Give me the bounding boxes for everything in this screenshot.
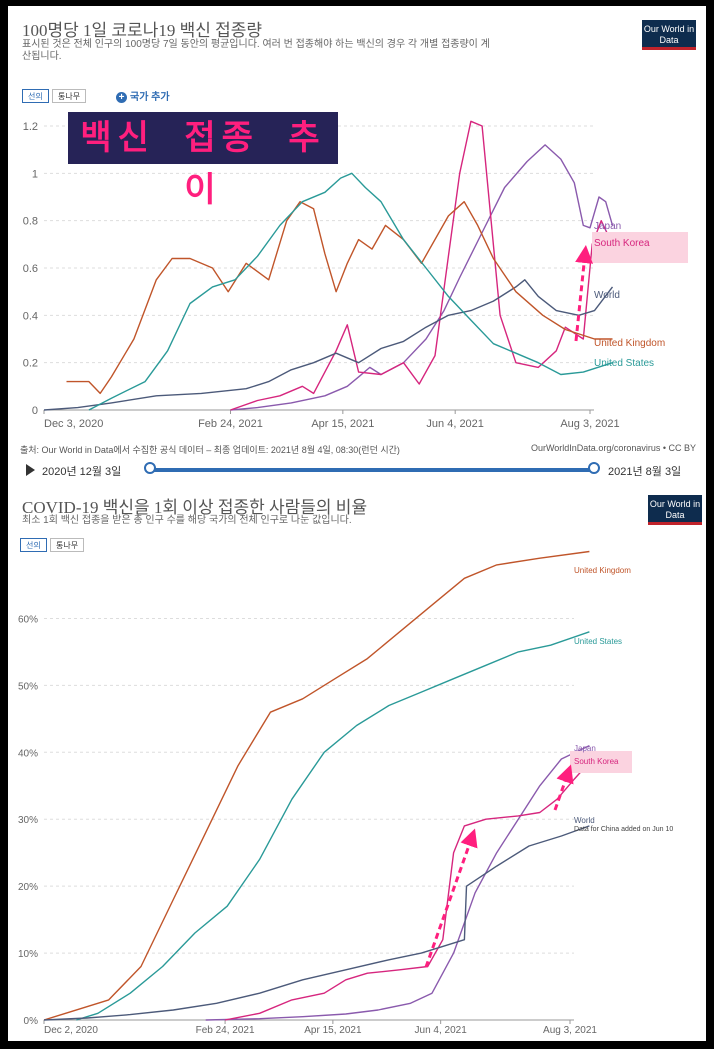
slider-end-label: 2021년 8월 3일 — [608, 466, 682, 478]
y-tick-label: 0.6 — [23, 263, 38, 275]
plus-icon: + — [116, 92, 127, 103]
y-tick-label: 0% — [24, 1016, 39, 1027]
highlight-south-korea — [592, 232, 688, 263]
series-line-japan — [230, 144, 614, 411]
series-line-south-korea — [230, 120, 611, 411]
legend-south-korea: South Korea — [574, 757, 619, 766]
log-scale-button[interactable]: 통나무 — [52, 89, 87, 103]
y-tick-label: 30% — [18, 815, 38, 826]
source-note: 출처: Our World in Data에서 수집한 공식 데이터 – 최종 … — [20, 445, 400, 455]
legend-united-kingdom: United Kingdom — [594, 338, 665, 349]
chart1-subtitle: 표시된 것은 전체 인구의 100명당 7일 동안의 평균입니다. 여러 번 접… — [22, 39, 490, 62]
daily-doses-panel: 100명당 1일 코로나19 백신 접종량 표시된 것은 전체 인구의 100명… — [8, 6, 706, 485]
world-note: Data for China added on Jun 10 — [574, 826, 673, 833]
y-tick-label: 1.2 — [23, 121, 38, 133]
series-line-united-kingdom — [43, 550, 590, 1021]
trend-banner: 백신 접종 추이 — [68, 112, 338, 209]
legend-world: World — [594, 290, 620, 301]
chart1-title: 100명당 1일 코로나19 백신 접종량 — [22, 21, 263, 40]
legend-united-states: United States — [574, 637, 622, 646]
series-line-united-states — [76, 631, 590, 1021]
owid-logo-2[interactable]: Our World in Data — [648, 495, 702, 525]
x-tick-label: Jun 4, 2021 — [415, 1025, 468, 1036]
legend-world: World — [574, 816, 595, 825]
owid-logo[interactable]: Our World in Data — [642, 20, 696, 50]
series-line-united-states — [88, 172, 613, 411]
legend-japan: Japan — [574, 744, 596, 753]
highlight-south-korea-2 — [570, 751, 632, 773]
series-line-world — [43, 279, 614, 411]
y-tick-label: 10% — [18, 949, 38, 960]
add-country-button[interactable]: + 국가 추가 — [116, 88, 170, 103]
x-tick-label: Aug 3, 2021 — [560, 418, 619, 430]
slider-start-handle[interactable] — [144, 462, 156, 474]
x-tick-label: Apr 15, 2021 — [311, 418, 374, 430]
x-tick-label: Apr 15, 2021 — [304, 1025, 362, 1036]
chart2-subtitle: 최소 1회 백신 접종을 받은 총 인구 수를 해당 국가의 전체 인구로 나눈… — [22, 515, 352, 526]
y-tick-label: 0.2 — [23, 358, 38, 370]
x-tick-label: Aug 3, 2021 — [543, 1025, 597, 1036]
play-icon[interactable] — [26, 464, 35, 476]
add-country-label: 국가 추가 — [130, 92, 170, 103]
first-dose-share-panel: COVID-19 백신을 1회 이상 접종한 사람들의 비율 최소 1회 백신 … — [8, 485, 706, 1041]
legend-south-korea: South Korea — [594, 238, 650, 249]
series-line-world — [43, 825, 590, 1021]
slider-start-label: 2020년 12월 3일 — [42, 466, 122, 478]
trend-arrow — [574, 245, 594, 342]
x-tick-label: Dec 2, 2020 — [44, 1025, 98, 1036]
x-tick-label: Dec 3, 2020 — [44, 418, 103, 430]
y-tick-label: 0 — [32, 405, 38, 417]
legend-united-states: United States — [594, 358, 654, 369]
x-tick-label: Feb 24, 2021 — [198, 418, 263, 430]
slider-end-handle[interactable] — [588, 462, 600, 474]
trend-arrow-2 — [553, 764, 574, 811]
y-tick-label: 1 — [32, 168, 38, 180]
chart1-svg: 0 0.2 0.4 0.6 0.8 1 1.2 Dec 3, 2020 Feb 24, 2021… — [23, 120, 688, 430]
y-tick-label: 60% — [18, 614, 38, 625]
chart2-svg: 0% 10% 20% 30% 40% 50% 60% Dec 2, 2020 Feb 24, 2… — [18, 550, 673, 1036]
legend-united-kingdom: United Kingdom — [574, 566, 631, 575]
legend-japan: Japan — [594, 221, 621, 232]
chart2-title: COVID-19 백신을 1회 이상 접종한 사람들의 비율 — [22, 498, 368, 517]
y-tick-label: 20% — [18, 882, 38, 893]
x-tick-label: Feb 24, 2021 — [196, 1025, 255, 1036]
source-link[interactable]: OurWorldInData.org/coronavirus • CC BY — [530, 443, 696, 453]
y-tick-label: 0.8 — [23, 216, 38, 228]
trend-arrow-1 — [424, 828, 478, 968]
series-line-united-kingdom — [66, 201, 613, 395]
timeline-track[interactable] — [150, 468, 594, 472]
y-tick-label: 50% — [18, 681, 38, 692]
y-tick-label: 40% — [18, 748, 38, 759]
y-tick-label: 0.4 — [23, 310, 38, 322]
log-scale-button-2[interactable]: 통나무 — [50, 538, 85, 552]
chart-view-button[interactable]: 선의 — [22, 89, 49, 103]
series-line-south-korea — [224, 761, 590, 1021]
chart-view-button-2[interactable]: 선의 — [20, 538, 47, 552]
series-line-japan — [205, 744, 590, 1021]
x-tick-label: Jun 4, 2021 — [426, 418, 484, 430]
